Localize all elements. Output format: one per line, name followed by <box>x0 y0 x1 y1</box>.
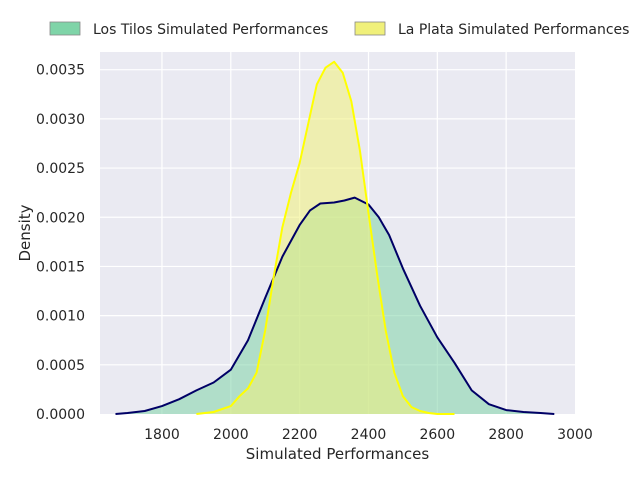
legend-swatch-1 <box>49 21 81 36</box>
y-tick-label: 0.0000 <box>36 407 85 423</box>
x-tick-label: 1800 <box>144 427 180 443</box>
legend: Los Tilos Simulated Performances La Plata… <box>49 21 629 38</box>
density-areas <box>115 60 555 415</box>
legend-swatch-2 <box>354 21 386 36</box>
x-tick-label: 2400 <box>351 427 387 443</box>
x-tick-label: 2800 <box>488 427 524 443</box>
x-tick-label: 2000 <box>213 427 249 443</box>
y-tick-label: 0.0030 <box>36 112 85 128</box>
series-line-1 <box>115 196 555 415</box>
y-axis-label: Density <box>16 204 34 261</box>
y-tick-label: 0.0015 <box>36 259 85 275</box>
legend-label-2: La Plata Simulated Performances <box>398 22 629 38</box>
y-tick-label: 0.0035 <box>36 63 85 79</box>
x-axis-ticks: 1800 2000 2200 2400 2600 2800 3000 <box>144 427 593 443</box>
y-tick-label: 0.0005 <box>36 358 85 374</box>
y-tick-label: 0.0025 <box>36 161 85 177</box>
series-line-2 <box>196 60 455 415</box>
y-axis-ticks: 0.0000 0.0005 0.0010 0.0015 0.0020 0.0025 0.00… <box>36 63 85 423</box>
series-area-2 <box>196 61 455 415</box>
x-tick-label: 2200 <box>282 427 318 443</box>
x-axis-label: Simulated Performances <box>246 445 430 463</box>
x-tick-label: 3000 <box>557 427 593 443</box>
x-tick-label: 2600 <box>419 427 455 443</box>
legend-label-1: Los Tilos Simulated Performances <box>93 22 328 38</box>
y-tick-label: 0.0010 <box>36 309 85 325</box>
y-tick-label: 0.0020 <box>36 210 85 226</box>
